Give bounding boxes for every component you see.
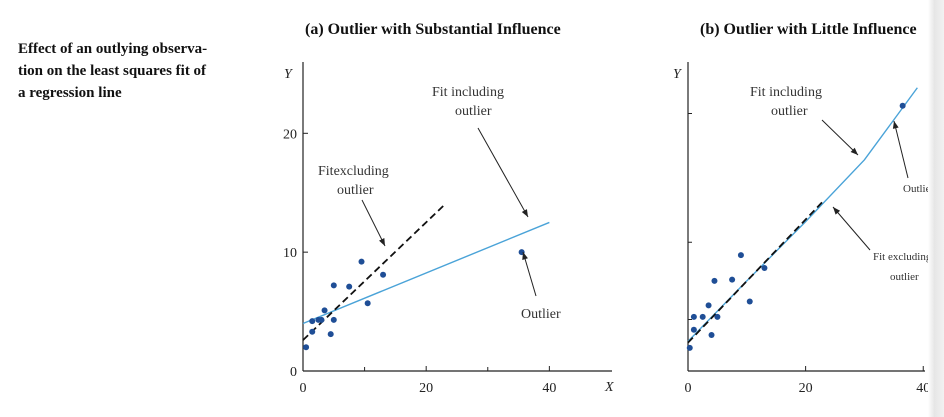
- panel-a-x-tick-label: 0: [300, 381, 307, 396]
- panel-b-data-point: [711, 277, 718, 284]
- panel-b-annotation-fit-including-2: outlier: [771, 104, 808, 119]
- panel-b-data-point: [705, 302, 712, 309]
- figure-caption: Effect of an outlying observa- tion on t…: [18, 38, 258, 104]
- panel-a-y-tick-label: 20: [283, 127, 297, 142]
- panel-a-annotation-fit-excluding-2: outlier: [337, 183, 374, 198]
- panel-a-data-point: [321, 307, 328, 314]
- panel-a-data-point: [346, 283, 353, 290]
- panel-b-arrow-outlier-head: [892, 121, 899, 129]
- panel-b-x-tick-label: 40: [916, 381, 930, 396]
- panel-a-data-point: [327, 331, 334, 338]
- panel-b-arrow-fit-excluding: [832, 206, 871, 251]
- panel-b-arrow-fit-including: [821, 119, 859, 156]
- panel-a-annotation-outlier: Outlier: [521, 307, 561, 322]
- panel-b-ylabel: Y: [673, 67, 683, 82]
- page-edge-shadow: [928, 0, 944, 417]
- panel-a-annotation-fit-excluding-1: Fitexcluding: [318, 164, 389, 179]
- panel-a-data-point: [364, 300, 371, 307]
- panel-a-data-point: [309, 328, 316, 335]
- caption-line-2: tion on the least squares fit of: [18, 63, 207, 79]
- panel-b-data-point: [714, 313, 721, 320]
- panel-b-data-point: [686, 344, 693, 351]
- panel-a-title: (a) Outlier with Substantial Influence: [305, 21, 561, 38]
- panel-b-data-point: [899, 102, 906, 109]
- panel-a-data-point: [318, 316, 325, 323]
- panel-a-arrow-fit-including: [477, 127, 529, 218]
- panel-a-data-point: [309, 318, 316, 325]
- panel-b-data-point: [699, 313, 706, 320]
- panel-b-data-point: [761, 265, 768, 271]
- panel-a-x-tick-label: 40: [542, 381, 556, 396]
- panel-b-data-point: [708, 331, 715, 338]
- panel-a-arrow-outlier: [522, 251, 537, 297]
- panel-a-data-point: [303, 344, 310, 351]
- panel-a-arrow-outlier-head: [522, 252, 528, 260]
- panel-b-fit-including-line: [687, 87, 918, 342]
- panel-b-arrow-outlier: [893, 120, 909, 179]
- panel-b-data-point: [737, 252, 744, 259]
- panel-b-data-point: [729, 276, 736, 283]
- panel-b-title: (b) Outlier with Little Influence: [700, 21, 917, 38]
- plot-layer: 0 20 40 0 10 20 0 20 40: [283, 62, 930, 396]
- panel-a-data-point: [330, 282, 337, 289]
- panel-a-data-point: [330, 316, 337, 323]
- panel-b-x-tick-label: 20: [799, 381, 813, 396]
- panel-b-data-point: [690, 326, 697, 333]
- panel-a-arrow-fit-excluding: [361, 199, 386, 247]
- panel-a-y-tick-label: 10: [283, 246, 297, 261]
- panel-a-annotation-fit-including-2: outlier: [455, 104, 492, 119]
- panel-a-ylabel: Y: [284, 67, 294, 82]
- panel-a-x-tick-label: 20: [419, 381, 433, 396]
- panel-a-xlabel: X: [604, 380, 614, 395]
- panel-a-fit-including-line: [302, 221, 550, 325]
- panel-a-y-tick-label: 0: [290, 365, 297, 380]
- caption-line-3: a regression line: [18, 85, 122, 101]
- panel-b-annotation-fit-excluding-2: outlier: [890, 271, 919, 283]
- panel-a-arrow-fit-including-head: [521, 209, 528, 217]
- panel-b-annotation-outlier: Outlier: [903, 183, 934, 195]
- panel-b-annotation-fit-including-1: Fit including: [750, 85, 822, 100]
- panel-b-x-tick-label: 0: [685, 381, 692, 396]
- panel-b-annotation-fit-excluding-1: Fit excluding: [873, 251, 932, 263]
- panel-a-annotation-fit-including-1: Fit including: [432, 85, 504, 100]
- panel-a-data-point: [380, 271, 387, 278]
- panel-a-data-point: [358, 258, 365, 265]
- caption-line-1: Effect of an outlying observa-: [18, 41, 208, 57]
- panel-a-arrow-fit-excluding-head: [379, 238, 385, 246]
- panel-b-data-point: [690, 313, 697, 320]
- panel-b-data-point: [746, 298, 753, 305]
- panel-b-arrow-fit-excluding-head: [833, 207, 841, 215]
- panel-b-arrow-fit-including-head: [850, 147, 858, 155]
